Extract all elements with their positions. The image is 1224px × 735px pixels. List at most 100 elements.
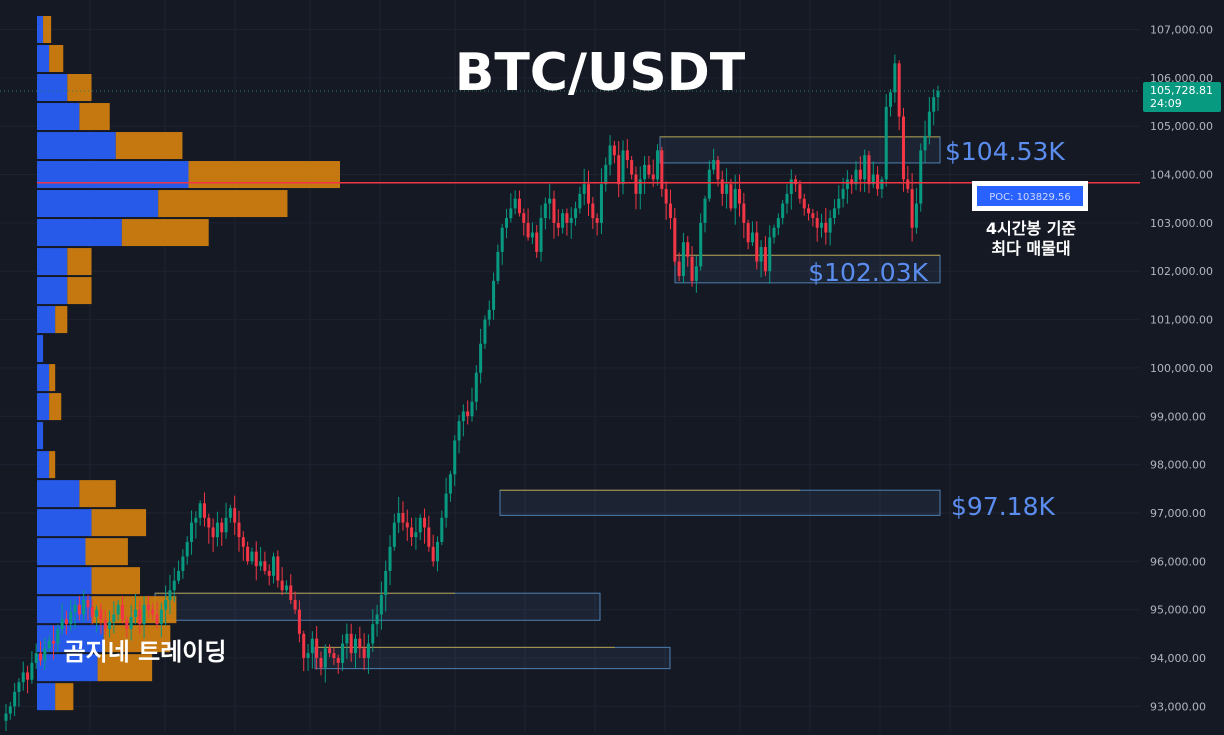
axis-tick-label: 102,000.00	[1150, 265, 1213, 278]
candle-body	[13, 691, 17, 707]
candle-body	[845, 179, 849, 190]
candle-body	[125, 619, 129, 629]
candle-body	[457, 421, 461, 441]
candle-body	[431, 546, 435, 562]
candle-body	[595, 218, 599, 223]
candle-body	[302, 633, 306, 658]
annotation-line-2: 최다 매물대	[991, 239, 1070, 258]
candle-body	[17, 682, 21, 692]
candle-body	[86, 599, 90, 608]
candle-body	[612, 145, 616, 156]
candle-body	[284, 585, 288, 591]
candle-body	[77, 604, 81, 615]
candle-body	[599, 184, 603, 223]
candle-body	[729, 184, 733, 209]
candle-body	[220, 522, 224, 533]
candle-body	[358, 638, 362, 649]
candle-body	[828, 218, 832, 233]
candle-body	[388, 546, 392, 571]
candle-body	[919, 150, 923, 204]
candle-body	[647, 164, 651, 175]
profile-sell-bar	[55, 683, 74, 711]
candle-body	[871, 174, 875, 185]
candle-body	[643, 164, 647, 180]
candle-body	[310, 638, 314, 654]
candle-body	[47, 641, 51, 649]
candle-body	[177, 570, 181, 581]
candle-body	[681, 242, 685, 277]
candle-body	[492, 280, 496, 310]
axis-tick-label: 107,000.00	[1150, 24, 1213, 37]
candle-body	[530, 232, 534, 238]
candle-body	[146, 604, 150, 610]
profile-buy-bar	[37, 45, 50, 73]
candle-body	[487, 309, 491, 320]
candle-body	[668, 203, 672, 219]
candle-body	[863, 155, 867, 180]
candle-body	[854, 169, 858, 185]
candle-body	[194, 517, 198, 523]
candle-body	[789, 179, 793, 194]
profile-sell-bar	[43, 16, 52, 44]
candle-body	[448, 474, 452, 494]
candle-body	[474, 372, 478, 402]
candle-body	[366, 643, 370, 658]
profile-sell-bar	[79, 103, 110, 131]
current-price-tag	[1143, 81, 1221, 112]
profile-sell-bar	[103, 625, 171, 653]
candle-body	[60, 619, 64, 629]
candle-body	[621, 150, 625, 185]
candle-body	[39, 653, 43, 661]
annotation-line-1: 4시간봉 기준	[986, 219, 1077, 238]
profile-sell-bar	[115, 132, 183, 160]
candle-body	[660, 150, 664, 190]
candle-body	[410, 527, 414, 538]
profile-sell-bar	[49, 45, 64, 73]
candle-body	[349, 633, 353, 654]
price-axis: 107,000.00 106,000.00 105,000.00 104,000.00…	[1143, 24, 1221, 713]
candle-body	[190, 522, 194, 542]
profile-sell-bar	[79, 480, 116, 508]
candle-body	[936, 90, 940, 98]
candle-body	[927, 111, 931, 136]
candle-body	[707, 169, 711, 199]
volume-profile	[37, 16, 340, 711]
candle-body	[505, 218, 509, 228]
profile-buy-bar	[37, 509, 92, 537]
candle-body	[690, 256, 694, 281]
candle-body	[164, 599, 168, 610]
candle-body	[34, 653, 38, 663]
zone-box	[499, 489, 941, 516]
candle-body	[768, 237, 772, 272]
candle-body	[656, 150, 660, 180]
candle-body	[250, 551, 254, 562]
candle-body	[211, 527, 215, 538]
candle-body	[427, 527, 431, 547]
profile-buy-bar	[37, 74, 68, 102]
candle-body	[569, 218, 573, 223]
candle-body	[479, 343, 483, 373]
candle-body	[185, 541, 189, 557]
axis-tick-label: 96,000.00	[1150, 555, 1206, 568]
candle-body	[453, 440, 457, 475]
candle-body	[332, 653, 336, 658]
candle-body	[720, 179, 724, 194]
candle-body	[99, 609, 103, 620]
candle-body	[513, 198, 517, 209]
profile-buy-bar	[37, 451, 50, 479]
axis-tick-label: 93,000.00	[1150, 700, 1206, 713]
candle-body	[699, 222, 703, 267]
candle-body	[267, 570, 271, 576]
axis-tick-label: 94,000.00	[1150, 652, 1206, 665]
candle-body	[677, 261, 681, 277]
candle-body	[526, 222, 530, 238]
level-label: $102.03K	[808, 258, 928, 287]
candle-body	[578, 193, 582, 209]
candle-body	[759, 247, 763, 262]
candle-body	[586, 184, 591, 204]
axis-tick-label: 103,000.00	[1150, 217, 1213, 230]
candle-body	[73, 604, 77, 613]
candle-body	[323, 648, 327, 668]
profile-buy-bar	[37, 248, 68, 276]
